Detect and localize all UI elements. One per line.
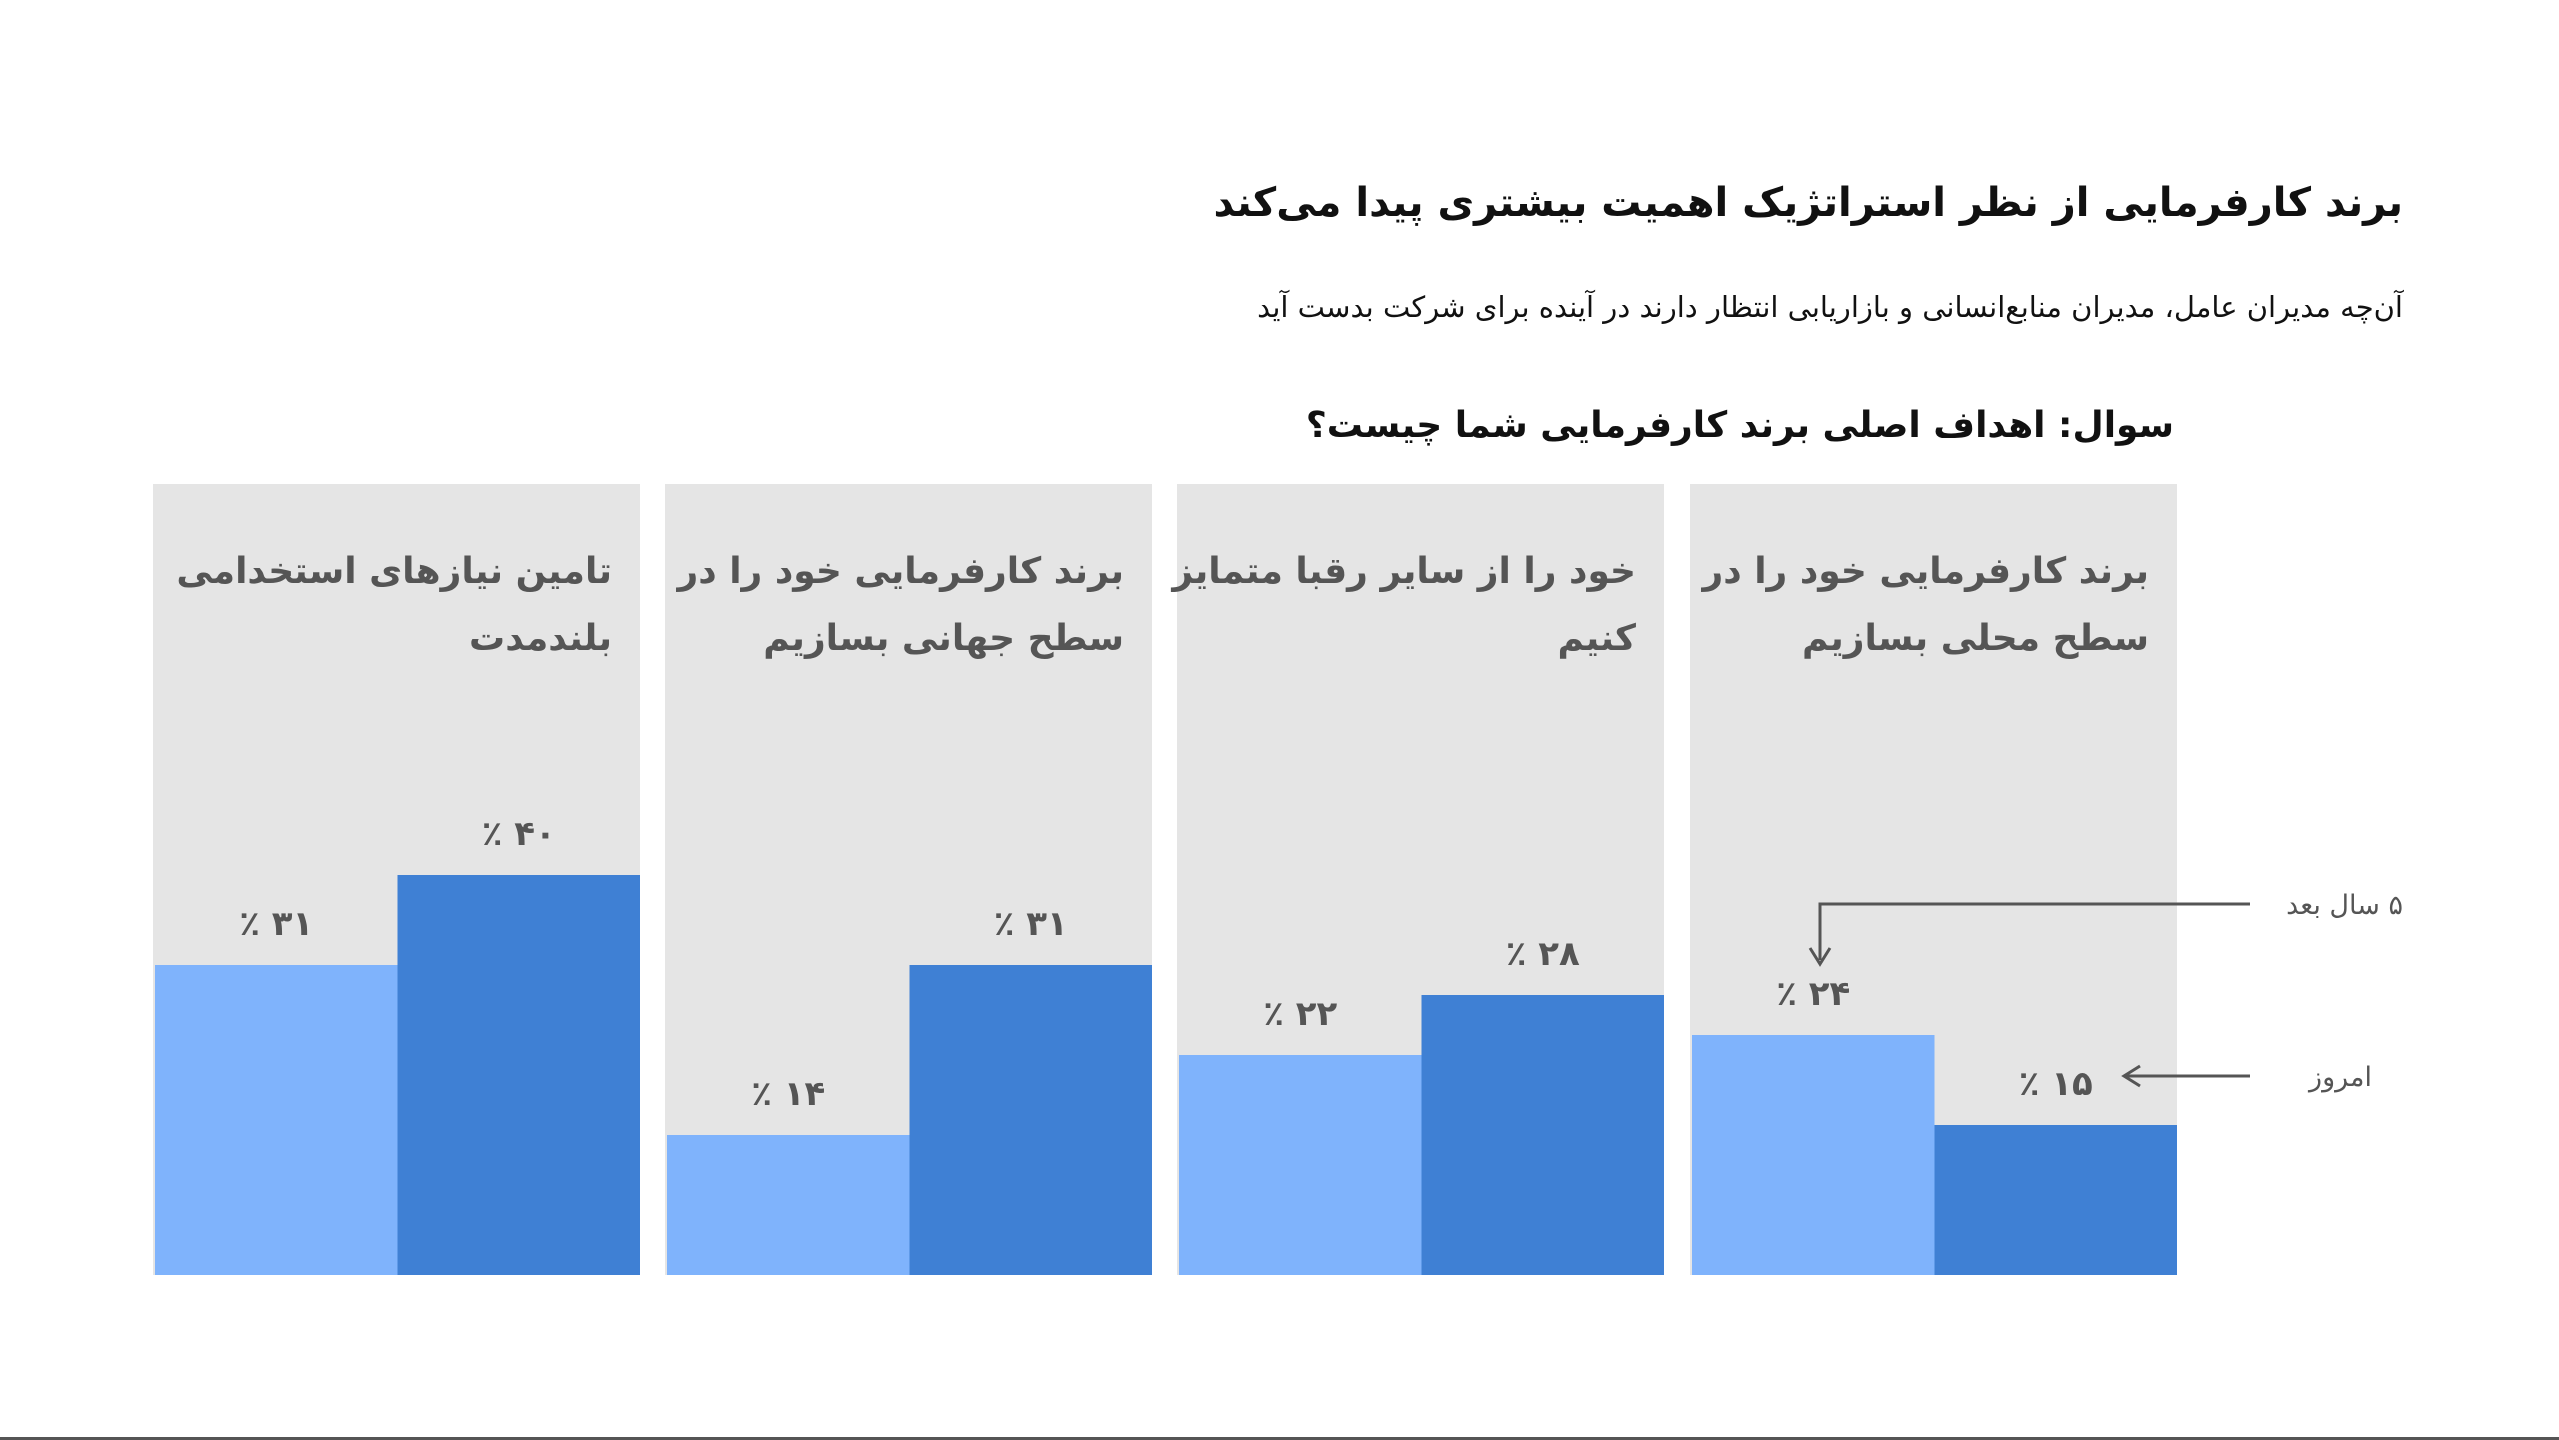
category-label: سطح جهانی بسازیم [763, 618, 1124, 659]
legend-today-label: امروز [2307, 1062, 2372, 1093]
arrow-left-icon [2121, 1064, 2141, 1088]
category-label: تامین نیازهای استخدامی [176, 551, 612, 592]
bar-future [1179, 1055, 1422, 1275]
value-label: ٪ ۳۱ [994, 904, 1068, 944]
category-label: برند کارفرمایی خود را در [1700, 551, 2149, 592]
category-label: سطح محلی بسازیم [1802, 618, 2149, 659]
value-label: ٪ ۲۸ [1506, 934, 1580, 974]
bar-future [1692, 1035, 1935, 1275]
bar-today [909, 965, 1152, 1275]
bar-today [1934, 1125, 2177, 1275]
page-title: برند کارفرمایی از نظر استراتژیک اهمیت بی… [1213, 180, 2404, 226]
legend-future-label: ۵ سال بعد [2286, 890, 2403, 921]
category-label: کنیم [1557, 618, 1636, 659]
bottom-divider [0, 1437, 2559, 1440]
value-label: ٪ ۱۴ [751, 1074, 825, 1114]
category-label: برند کارفرمایی خود را در [675, 551, 1124, 592]
chart-question: سوال: اهداف اصلی برند کارفرمایی شما چیست… [1305, 405, 2174, 446]
page-subtitle: آن‌چه مدیران عامل، مدیران منابع‌انسانی و… [1257, 290, 2403, 324]
annotation-line-future [1818, 902, 2250, 960]
value-label: ٪ ۳۱ [239, 904, 313, 944]
bar-future [667, 1135, 910, 1275]
category-label: خود را از سایر رقبا متمایز [1170, 551, 1636, 592]
bar-future [155, 965, 398, 1275]
category-label: بلندمدت [469, 618, 612, 659]
value-label: ٪ ۲۴ [1776, 974, 1850, 1014]
value-label: ٪ ۴۰ [482, 814, 556, 854]
value-label: ٪ ۲۲ [1263, 994, 1337, 1034]
bar-today [397, 875, 640, 1275]
arrow-down-icon [1808, 947, 1832, 967]
value-label: ٪ ۱۵ [2019, 1064, 2093, 1104]
bar-today [1421, 995, 1664, 1275]
